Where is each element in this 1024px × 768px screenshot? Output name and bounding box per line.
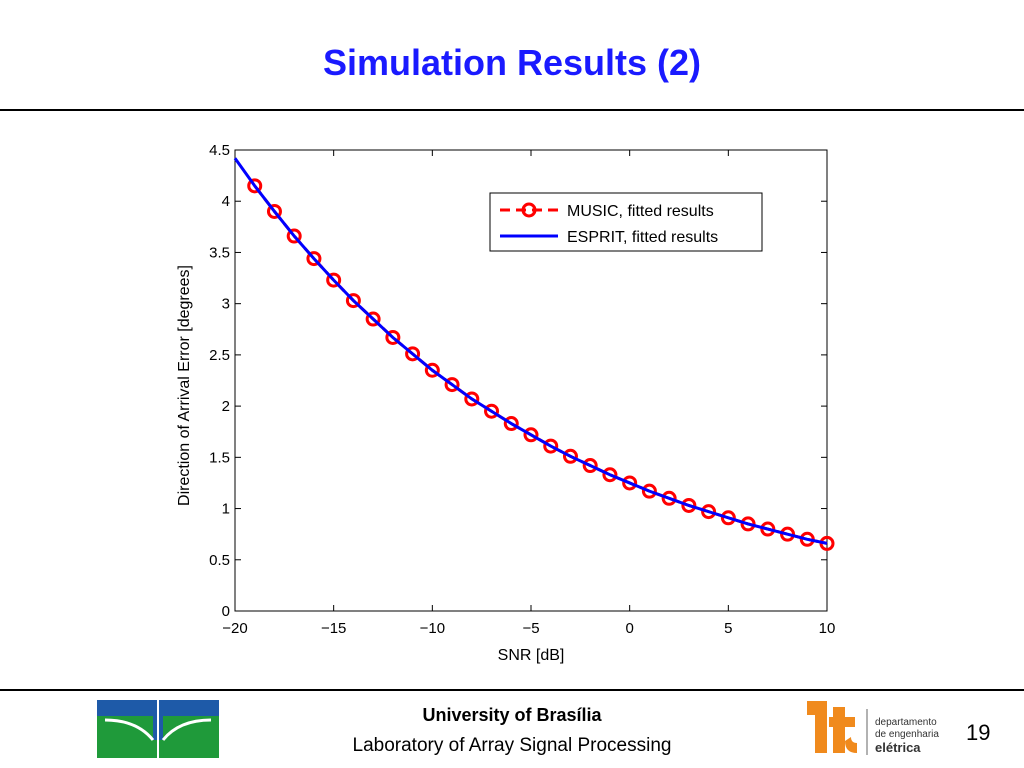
music-point xyxy=(701,504,717,520)
y-tick-label: 0 xyxy=(222,603,230,620)
music-point xyxy=(444,377,460,393)
y-tick-label: 4.5 xyxy=(209,142,230,159)
music-point xyxy=(424,362,440,378)
footer-university: University of Brasília xyxy=(422,705,602,725)
x-tick-label: 5 xyxy=(724,620,732,637)
x-tick-label: −20 xyxy=(222,620,247,637)
y-axis-label: Direction of Arrival Error [degrees] xyxy=(176,265,193,506)
music-point xyxy=(464,391,480,407)
x-tick-label: −15 xyxy=(321,620,346,637)
music-point xyxy=(681,497,697,513)
music-point xyxy=(326,272,342,288)
esprit-series-line xyxy=(233,157,828,545)
legend-music-marker xyxy=(521,202,537,218)
x-tick-label: −5 xyxy=(522,620,539,637)
music-point xyxy=(543,438,559,454)
music-point xyxy=(484,403,500,419)
x-axis-label: SNR [dB] xyxy=(498,647,565,664)
x-tick-label: 0 xyxy=(625,620,633,637)
department-logo: departamento de engenharia elétrica xyxy=(807,701,939,755)
music-point xyxy=(602,467,618,483)
x-tick-label: −10 xyxy=(420,620,445,637)
y-tick-label: 1.5 xyxy=(209,449,230,466)
slide-title: Simulation Results (2) xyxy=(322,42,702,83)
y-tick-label: 3 xyxy=(222,296,230,313)
music-point xyxy=(523,427,539,443)
y-tick-label: 3.5 xyxy=(209,244,230,261)
music-point xyxy=(385,329,401,345)
dept-line-2: de engenharia xyxy=(875,729,939,740)
legend-esprit-label: ESPRIT, fitted results xyxy=(567,229,718,246)
music-point xyxy=(345,293,361,309)
y-tick-label: 0.5 xyxy=(209,552,230,569)
dept-line-3: elétrica xyxy=(875,740,921,755)
music-point xyxy=(365,311,381,327)
music-point xyxy=(582,458,598,474)
x-tick-label: 10 xyxy=(819,620,836,637)
unb-logo xyxy=(97,700,219,758)
music-point xyxy=(266,203,282,219)
page-number: 19 xyxy=(966,720,991,745)
legend-music-label: MUSIC, fitted results xyxy=(567,203,714,220)
music-point xyxy=(562,448,578,464)
music-point xyxy=(247,178,263,194)
music-point xyxy=(503,416,519,432)
music-point xyxy=(760,521,776,537)
music-point xyxy=(740,516,756,532)
music-point xyxy=(661,490,677,506)
doa-error-chart: −20 −15 −10 −5 0 5 10 0 0.5 1 1.5 2 2.5 3 3.5 4 4.5 MUSI… xyxy=(176,142,836,664)
dept-line-1: departamento xyxy=(875,717,937,728)
y-tick-label: 4 xyxy=(222,193,230,210)
music-point xyxy=(306,251,322,267)
y-tick-label: 2.5 xyxy=(209,347,230,364)
footer-divider xyxy=(0,689,1024,691)
y-tick-label: 2 xyxy=(222,398,230,415)
music-point xyxy=(780,526,796,542)
footer-lab: Laboratory of Array Signal Processing xyxy=(352,735,672,756)
music-point xyxy=(286,228,302,244)
legend-box xyxy=(489,192,763,252)
music-point xyxy=(622,475,638,491)
music-point xyxy=(405,346,421,362)
music-point xyxy=(641,483,657,499)
music-point xyxy=(720,510,736,526)
title-divider xyxy=(0,109,1024,111)
y-tick-label: 1 xyxy=(222,501,230,518)
